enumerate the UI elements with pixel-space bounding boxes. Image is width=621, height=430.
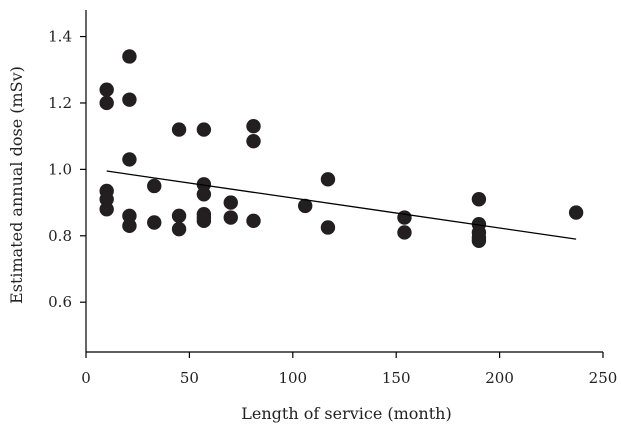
- x-tick-label: 250: [589, 369, 618, 387]
- data-point: [568, 205, 584, 220]
- data-points: [99, 49, 584, 248]
- trend-line: [106, 170, 577, 240]
- x-axis-title: Length of service (month): [241, 404, 451, 423]
- data-point: [99, 202, 114, 217]
- data-point: [223, 195, 238, 210]
- x-tick-label: 50: [180, 369, 199, 387]
- data-point: [122, 208, 137, 224]
- y-tick-label: 1.4: [48, 28, 72, 46]
- data-point: [397, 210, 412, 225]
- data-point: [122, 92, 137, 107]
- y-tick-label: 1.2: [48, 94, 72, 112]
- data-point: [122, 152, 137, 167]
- y-tick-label: 0.8: [48, 227, 72, 245]
- data-point: [320, 172, 336, 187]
- y-tick-label: 1.0: [48, 160, 72, 178]
- data-point: [246, 133, 261, 149]
- data-point: [246, 213, 261, 229]
- data-point: [397, 225, 412, 240]
- data-point: [196, 122, 212, 137]
- data-point: [196, 177, 212, 192]
- data-point: [99, 82, 114, 97]
- data-point: [171, 208, 187, 224]
- ticks: 0 50 100 150 200 250 0.6 0.8 1.0 1.2 1.4: [48, 28, 617, 387]
- data-point: [99, 192, 114, 207]
- x-tick-label: 200: [485, 369, 514, 387]
- data-point: [196, 187, 212, 202]
- data-point: [147, 178, 162, 194]
- y-axis-title: Estimated annual dose (mSv): [7, 66, 26, 304]
- data-point: [246, 119, 261, 134]
- axes: [85, 10, 603, 353]
- data-point: [147, 215, 162, 230]
- x-tick-label: 0: [81, 369, 91, 387]
- data-point: [298, 198, 313, 214]
- data-point: [196, 210, 212, 225]
- data-point: [99, 95, 114, 111]
- data-point: [471, 230, 487, 245]
- data-point: [171, 221, 187, 237]
- x-tick-label: 100: [278, 369, 307, 387]
- data-point: [223, 210, 238, 225]
- data-point: [122, 49, 137, 64]
- y-tick-label: 0.6: [48, 293, 72, 311]
- data-point: [471, 192, 487, 207]
- data-point: [122, 218, 137, 234]
- x-tick-label: 150: [382, 369, 411, 387]
- data-point: [171, 122, 187, 137]
- data-point: [320, 220, 336, 235]
